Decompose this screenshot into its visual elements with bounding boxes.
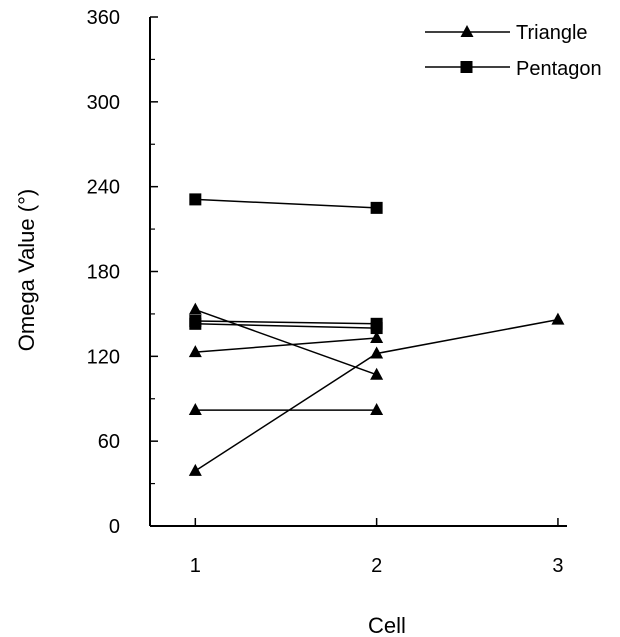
legend-triangle-marker-icon xyxy=(460,25,474,37)
legend-item-pentagon: Pentagon xyxy=(425,58,602,80)
triangle-marker xyxy=(370,403,384,416)
square-marker xyxy=(189,317,202,330)
legend-item-triangle: Triangle xyxy=(425,22,588,44)
legend-label-triangle: Triangle xyxy=(516,22,588,44)
series-line-3 xyxy=(195,323,377,329)
y-tick-label: 300 xyxy=(87,92,120,114)
x-ticks: 1 2 3 xyxy=(190,518,563,577)
triangle-marker xyxy=(188,302,202,315)
triangle-marker xyxy=(188,463,202,476)
y-tick-label: 60 xyxy=(98,431,120,453)
axes xyxy=(149,17,567,527)
y-tick-label: 0 xyxy=(109,516,120,538)
legend-label-pentagon: Pentagon xyxy=(516,58,602,80)
x-tick-label: 1 xyxy=(190,555,201,577)
x-axis-title: Cell xyxy=(368,613,406,637)
square-marker xyxy=(189,193,202,206)
y-tick-label: 360 xyxy=(87,7,120,29)
series-line-1 xyxy=(195,198,377,209)
triangle-marker xyxy=(551,312,565,325)
triangle-marker xyxy=(188,345,202,358)
square-marker xyxy=(370,201,383,214)
triangle-marker xyxy=(370,367,384,380)
triangle-marker xyxy=(370,346,384,359)
triangle-marker xyxy=(370,330,384,343)
y-tick-label: 180 xyxy=(87,262,120,284)
legend: Triangle Pentagon xyxy=(425,22,602,80)
legend-square-marker-icon xyxy=(460,61,473,73)
x-tick-label: 2 xyxy=(371,555,382,577)
series-line-5 xyxy=(195,337,377,353)
series-markers xyxy=(188,193,565,476)
series-line-4 xyxy=(195,308,377,376)
square-marker xyxy=(370,322,383,335)
x-tick-label: 3 xyxy=(552,555,563,577)
series-line-2 xyxy=(195,320,377,325)
y-ticks: 0 60 120 180 240 300 360 xyxy=(87,7,158,538)
y-axis-title: Omega Value (°) xyxy=(14,189,39,351)
triangle-marker xyxy=(188,403,202,416)
y-tick-label: 120 xyxy=(87,346,120,368)
y-tick-label: 240 xyxy=(87,177,120,199)
